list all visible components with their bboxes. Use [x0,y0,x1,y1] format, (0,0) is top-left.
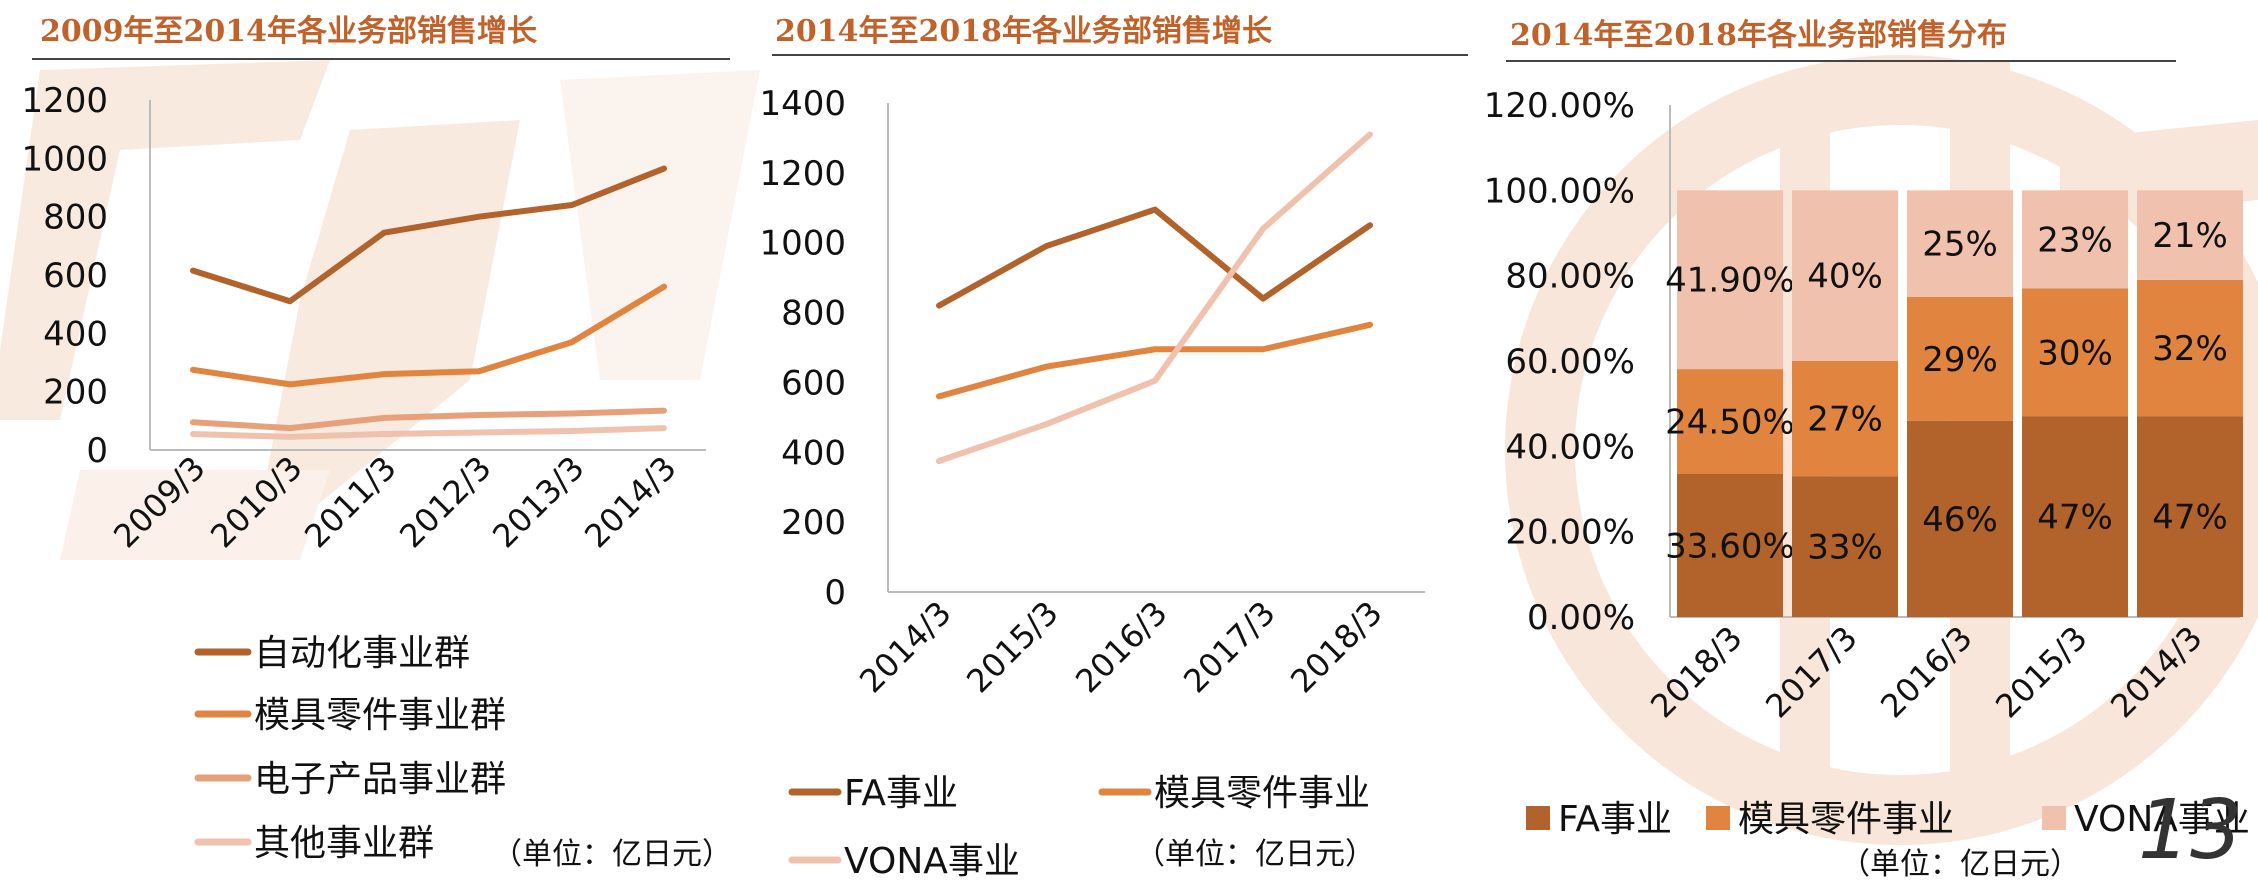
chart3-data-label: 47% [2152,498,2228,538]
chart1-series-line-1 [190,283,667,388]
chart1-y-tick: 400 [43,314,108,354]
chart3-data-label: 47% [2037,498,2113,538]
chart3-data-label: 30% [2037,333,2113,373]
chart1-y-tick: 1000 [21,139,108,179]
chart3-legend-label: VONA事业 [2074,799,2250,840]
chart3-bar-2015/3-2 [2022,190,2128,289]
chart3-y-tick: 120.00% [1484,86,1635,126]
chart3-x-tick: 2017/3 [1758,619,1864,725]
chart2-y-tick: 600 [781,363,846,403]
chart2-x-tick: 2016/3 [1068,594,1174,700]
chart3-y-tick: 40.00% [1505,427,1635,467]
chart3-x-tick: 2015/3 [1988,619,2094,725]
chart1-y-tick: 200 [43,373,108,413]
chart3-data-label: 33.60% [1665,526,1795,566]
chart1-legend-label: 其他事业群 [254,823,434,864]
chart3-data-label: 40% [1807,257,1883,297]
chart1-series-line-3 [190,425,667,440]
chart3-data-label: 41.90% [1665,261,1795,301]
chart3-legend-label: FA事业 [1558,799,1672,840]
chart3-bar-2018/3-1 [1677,369,1783,474]
chart1-x-tick: 2013/3 [485,449,591,555]
chart2-y-tick: 400 [781,433,846,473]
chart2-x-tick: 2015/3 [959,594,1065,700]
chart1-y-tick: 0 [86,431,108,471]
chart3-legend-swatch [1706,806,1730,830]
chart3-y-tick: 0.00% [1527,598,1635,638]
chart2-series-line-2 [936,131,1373,465]
chart2-legend-label: VONA事业 [844,841,1020,882]
chart3-bar-2016/3-2 [1907,190,2013,297]
chart3-title: 2014年至2018年各业务部销售分布 [1510,18,2007,53]
chart1-legend-label: 自动化事业群 [254,633,470,674]
chart2-unit-label: （单位：亿日元） [1135,837,1375,872]
chart3-y-tick: 60.00% [1505,342,1635,382]
chart1-title: 2009年至2014年各业务部销售增长 [40,14,537,49]
chart3-bar-2014/3-2 [2137,190,2243,280]
chart1-legend-label: 电子产品事业群 [254,759,506,800]
chart3-bar-2017/3-1 [1792,361,1898,477]
chart1-legend-label: 模具零件事业群 [254,695,506,736]
chart1-title-rule [32,58,730,60]
chart3-data-label: 25% [1922,225,1998,265]
chart2-legend-label: 模具零件事业 [1154,773,1370,814]
chart1-x-tick: 2009/3 [106,449,212,555]
chart1-series-line-2 [190,407,667,432]
chart1-y-tick: 600 [43,256,108,296]
chart3-bar-2017/3-2 [1792,190,1898,361]
chart3-bar-2018/3-0 [1677,473,1783,617]
page-number: 13 [2138,783,2243,878]
chart2-x-tick: 2014/3 [852,594,958,700]
chart3-x-tick: 2018/3 [1643,619,1749,725]
chart3-bar-2018/3-2 [1677,190,1783,370]
chart2-y-tick: 800 [781,294,846,334]
chart3-data-label: 46% [1922,500,1998,540]
chart3-data-label: 29% [1922,340,1998,380]
chart2-title-rule [772,54,1468,56]
chart3-bar-2017/3-0 [1792,476,1898,617]
chart3-legend-label: 模具零件事业 [1738,799,1954,840]
chart2-y-tick: 200 [781,503,846,543]
chart2-y-tick: 1200 [759,154,846,194]
chart2-series-line-0 [936,206,1373,309]
chart2-legend-label: FA事业 [844,773,958,814]
chart2-x-tick: 2018/3 [1283,594,1389,700]
chart3-data-label: 21% [2152,216,2228,256]
chart3-y-tick: 80.00% [1505,257,1635,297]
chart3-unit-label: （单位：亿日元） [1840,847,2080,882]
chart1-unit-label: （单位：亿日元） [492,837,732,872]
chart3-data-label: 24.50% [1665,402,1795,442]
chart2-title: 2014年至2018年各业务部销售增长 [775,14,1272,49]
chart2-y-tick: 1000 [759,224,846,264]
chart3-y-tick: 20.00% [1505,513,1635,553]
chart3-bar-2014/3-1 [2137,279,2243,417]
chart3-x-tick: 2016/3 [1873,619,1979,725]
chart3-data-label: 33% [1807,528,1883,568]
chart1-x-tick: 2010/3 [203,449,309,555]
chart3-bar-2016/3-1 [1907,297,2013,421]
chart3-title-rule [1506,60,2176,62]
chart2-series-line-1 [936,321,1373,400]
chart3-bar-2015/3-0 [2022,416,2128,617]
chart1-x-tick: 2012/3 [392,449,498,555]
chart3-data-label: 27% [1807,400,1883,440]
chart2-x-tick: 2017/3 [1176,594,1282,700]
chart1-y-tick: 1200 [21,81,108,121]
chart1-x-tick: 2011/3 [297,449,403,555]
chart3-bar-2014/3-0 [2137,416,2243,617]
chart3-x-tick: 2014/3 [2103,619,2209,725]
chart1-x-tick: 2014/3 [577,449,683,555]
chart3-bar-2015/3-1 [2022,288,2128,417]
chart3-y-tick: 100.00% [1484,171,1635,211]
chart3-legend-swatch [1526,806,1550,830]
chart3-data-label: 32% [2152,329,2228,369]
chart2-y-tick: 0 [824,573,846,613]
chart3-data-label: 23% [2037,220,2113,260]
chart1-series-line-0 [190,165,667,305]
chart1-y-tick: 800 [43,198,108,238]
chart2-y-tick: 1400 [759,84,846,124]
chart3-legend-swatch [2042,806,2066,830]
chart3-bar-2016/3-0 [1907,420,2013,617]
